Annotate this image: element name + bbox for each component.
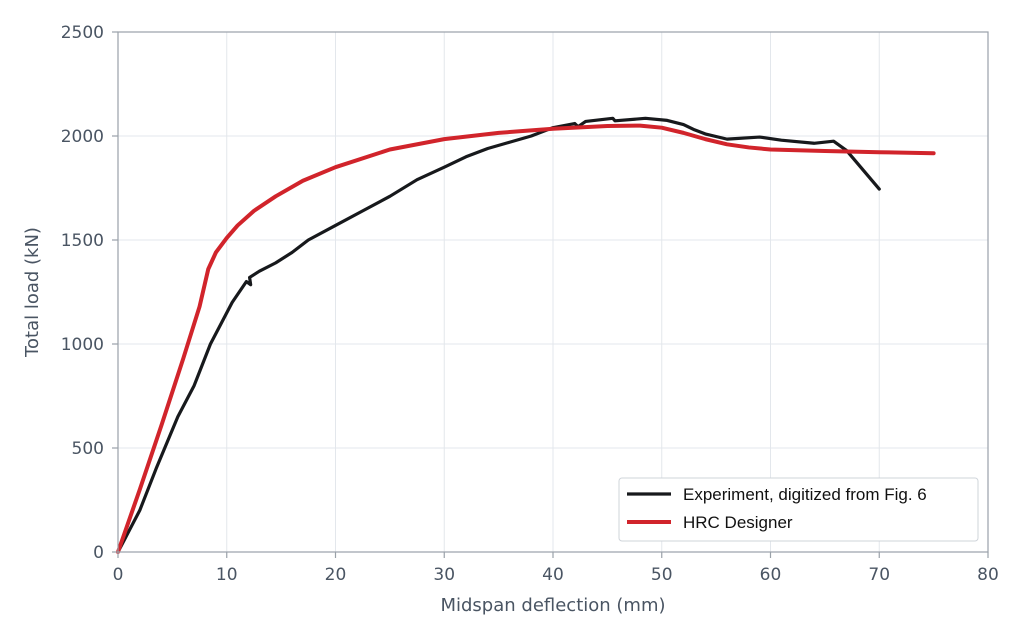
x-tick-label: 20 (325, 565, 347, 585)
x-tick-label: 10 (216, 565, 238, 585)
y-tick-label: 1000 (61, 335, 104, 355)
x-tick-label: 80 (977, 565, 999, 585)
legend-label-hrc-designer: HRC Designer (683, 513, 793, 532)
legend-box (618, 477, 979, 542)
grid (117, 31, 989, 553)
axis-ticks: 0 10 20 30 40 50 60 70 80 0 500 1000 1500 2000 2500 (61, 23, 999, 585)
x-tick-label: 30 (433, 565, 455, 585)
x-axis-title: Midspan deflection (mm) (440, 595, 665, 616)
y-tick-label: 0 (93, 543, 104, 563)
series-line-experiment (116, 116, 881, 554)
series-line-hrc-designer (116, 123, 936, 554)
x-tick-label: 50 (651, 565, 673, 585)
y-tick-label: 500 (72, 439, 104, 459)
x-tick-label: 70 (868, 565, 890, 585)
y-axis-title: Total load (kN) (22, 227, 43, 358)
legend: Experiment, digitized from Fig. 6 HRC De… (618, 477, 979, 542)
x-tick-label: 60 (760, 565, 782, 585)
x-tick-label: 0 (113, 565, 124, 585)
y-tick-label: 1500 (61, 231, 104, 251)
x-tick-label: 40 (542, 565, 564, 585)
legend-label-experiment: Experiment, digitized from Fig. 6 (683, 485, 927, 504)
y-tick-label: 2500 (61, 23, 104, 43)
series-layer (116, 116, 936, 554)
y-tick-label: 2000 (61, 127, 104, 147)
